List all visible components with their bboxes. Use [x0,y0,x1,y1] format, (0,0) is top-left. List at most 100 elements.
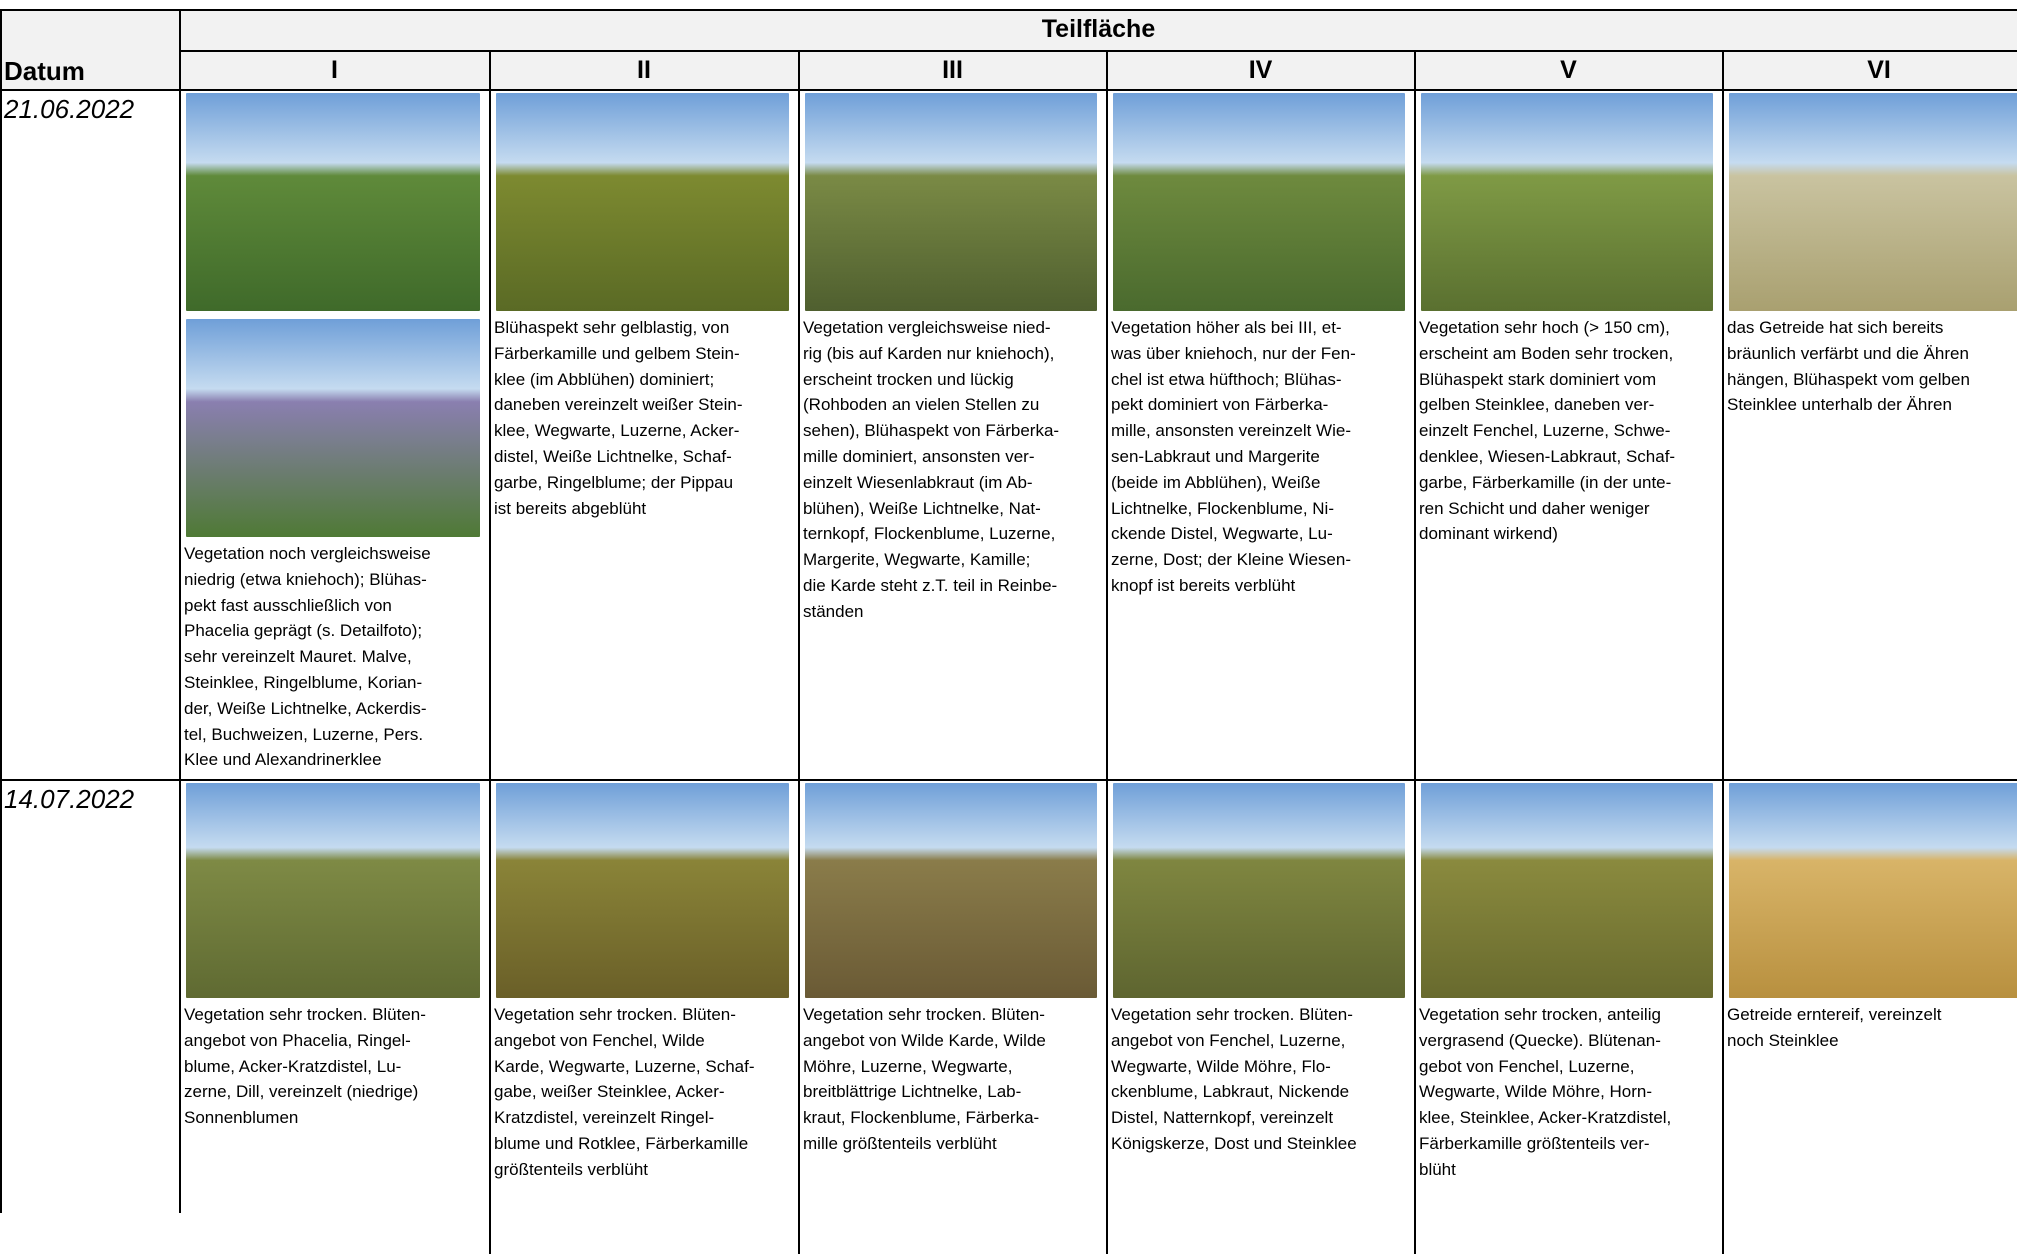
photo [186,319,480,537]
text-line: der, Weiße Lichtnelke, Ackerdis- [184,698,427,718]
cell-text: Blühaspekt sehr gelblastig, von Färberkam… [494,315,743,521]
text-line: Vegetation sehr trocken. Blüten- [184,1005,426,1024]
text-line: kraut, Flockenblume, Färberka- [803,1108,1040,1128]
text-line: Vegetation sehr trocken. Blüten- [494,1005,736,1024]
text-line: das Getreide hat sich bereits [1727,318,1944,337]
text-line: einzelt Wiesenlabkraut (im Ab- [803,472,1033,492]
text-line: daneben vereinzelt weißer Stein- [494,395,743,415]
text-line: chel ist etwa hüfthoch; Blühas- [1111,369,1342,389]
text-line: Wegwarte, Wilde Möhre, Horn- [1419,1082,1653,1102]
cell-text: Vegetation sehr trocken. Blüten-angebot … [1111,1002,1357,1157]
text-line: Margerite, Wegwarte, Kamille; [803,550,1031,570]
text-line: Karde, Wegwarte, Luzerne, Schaf- [494,1056,755,1076]
text-line: Vegetation vergleichsweise nied- [803,318,1051,337]
text-line: sehen), Blühaspekt von Färberka- [803,421,1060,441]
photo [1421,93,1713,311]
text-line: die Karde steht z.T. teil in Reinbe- [803,575,1058,595]
text-line: zerne, Dost; der Kleine Wiesen- [1111,550,1351,570]
text-line: Klee und Alexandrinerklee [184,750,382,770]
column-border [179,10,181,1213]
photo [1729,783,2017,998]
photo [1113,783,1405,998]
text-line: sen-Labkraut und Margerite [1111,446,1320,466]
cell-text: Vegetation sehr trocken, anteilig vergras… [1419,1002,1671,1183]
cell-text: Vegetation sehr trocken. Blüten-angebot … [184,1002,426,1131]
column-border [0,10,2,1213]
photo [186,783,480,998]
column-border [798,51,800,1254]
text-line: was über kniehoch, nur der Fen- [1111,343,1356,363]
text-line: denklee, Wiesen-Labkraut, Schaf- [1419,446,1676,466]
text-line: angebot von Phacelia, Ringel- [184,1030,411,1050]
column-header: III [798,51,1106,90]
column-header: VI [1722,51,2017,90]
column-border [1414,51,1416,1254]
cell-text: Getreide erntereif, vereinzelt noch Stein… [1727,1002,1942,1054]
text-line: erscheint trocken und lückig [803,369,1014,389]
text-line: pekt fast ausschließlich von [184,595,392,615]
column-border [1722,51,1724,1254]
row-border [0,779,2017,781]
text-line: bräunlich verfärbt und die Ähren [1727,343,1969,363]
text-line: Lichtnelke, Flockenblume, Ni- [1111,498,1334,518]
text-line: hängen, Blühaspekt vom gelben [1727,369,1970,389]
photo [1729,93,2017,311]
text-line: pekt dominiert von Färberka- [1111,395,1329,415]
text-line: garbe, Färberkamille (in der unte- [1419,472,1672,492]
text-line: tel, Buchweizen, Luzerne, Pers. [184,724,424,744]
photo [1421,783,1713,998]
text-line: ckende Distel, Wegwarte, Lu- [1111,524,1333,544]
date: 14.07.2022 [4,784,135,814]
text-line: Steinklee, Ringelblume, Korian- [184,672,423,692]
text-line: angebot von Wilde Karde, Wilde [803,1030,1046,1050]
text-line: Steinklee unterhalb der Ähren [1727,395,1952,415]
text-line: zerne, Dill, vereinzelt (niedrige) [184,1082,419,1102]
photo [1113,93,1405,311]
text-line: mille dominiert, ansonsten ver- [803,446,1035,466]
text-line: niedrig (etwa kniehoch); Blühas- [184,569,427,589]
text-line: Blühaspekt sehr gelblastig, von [494,318,730,337]
text-line: Kratzdistel, vereinzelt Ringel- [494,1108,715,1128]
column-header: IV [1106,51,1414,90]
text-line: Vegetation sehr trocken. Blüten- [1111,1005,1353,1024]
text-line: breitblättrige Lichtnelke, Lab- [803,1082,1022,1102]
text-line: erscheint am Boden sehr trocken, [1419,343,1674,363]
text-line: (Rohboden an vielen Stellen zu [803,395,1040,415]
column-header: I [179,51,489,90]
date: 21.06.2022 [4,94,135,124]
column-border [1106,51,1108,1254]
text-line: angebot von Fenchel, Luzerne, [1111,1030,1346,1050]
photo [496,783,789,998]
text-line: einzelt Fenchel, Luzerne, Schwe- [1419,421,1671,441]
text-line: Vegetation sehr trocken. Blüten- [803,1005,1045,1024]
text-line: vergrasend (Quecke). Blütenan- [1419,1030,1661,1050]
cell-text: Vegetation sehr trocken. Blüten-angebot … [494,1002,755,1183]
text-line: distel, Weiße Lichtnelke, Schaf- [494,446,732,466]
text-line: Getreide erntereif, vereinzelt [1727,1005,1942,1024]
text-line: (beide im Abblühen), Weiße [1111,472,1321,492]
text-line: mille größtenteils verblüht [803,1133,997,1153]
text-line: garbe, Ringelblume; der Pippau [494,472,734,492]
cell-text: Vegetation vergleichsweise nied-rig (bis… [803,315,1059,625]
text-line: gebot von Fenchel, Luzerne, [1419,1056,1635,1076]
text-line: ren Schicht und daher weniger [1419,498,1650,518]
page: Datum Teilfläche I II III IV V VI 21.06.2022 Vege… [0,9,2017,1254]
group-header: Teilfläche [179,10,2017,51]
text-line: Vegetation noch vergleichsweise [184,544,431,563]
cell-text: Vegetation noch vergleichsweise niedrig (… [184,541,431,773]
text-line: klee, Steinklee, Acker-Kratzdistel, [1419,1108,1672,1128]
text-line: gelben Steinklee, daneben ver- [1419,395,1655,415]
text-line: klee, Wegwarte, Luzerne, Acker- [494,421,740,441]
text-line: blüht [1419,1159,1456,1179]
text-line: Königskerze, Dost und Steinklee [1111,1133,1357,1153]
text-line: ist bereits abgeblüht [494,498,647,518]
photo [805,93,1097,311]
text-line: ständen [803,601,864,621]
cell-text: Vegetation sehr hoch (> 150 cm), erschein… [1419,315,1675,547]
column-header: V [1414,51,1722,90]
date-label: Datum [4,56,85,86]
text-line: Phacelia geprägt (s. Detailfoto); [184,621,423,641]
text-line: Blühaspekt stark dominiert vom [1419,369,1657,389]
text-line: gabe, weißer Steinklee, Acker- [494,1082,725,1102]
text-line: angebot von Fenchel, Wilde [494,1030,705,1050]
